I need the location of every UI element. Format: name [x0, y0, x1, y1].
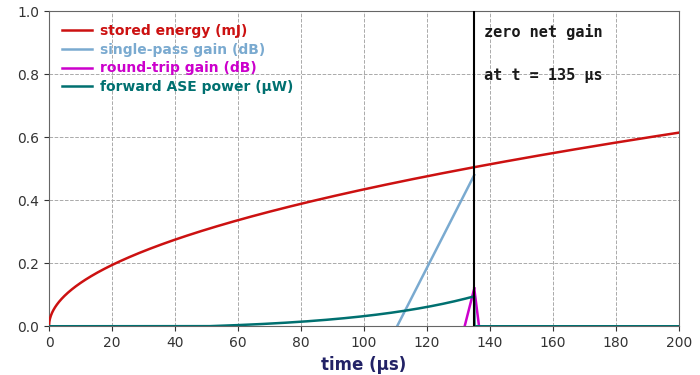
stored energy (mJ) [77, 280, 85, 285]
Text: zero net gain: zero net gain [484, 24, 602, 40]
stored energy (mJ) [45, 324, 53, 328]
round-trip gain (dB) [470, 286, 479, 291]
forward ASE power (μW) [470, 294, 478, 298]
single-pass gain (dB) [389, 333, 397, 338]
forward ASE power (μW) [77, 324, 85, 328]
Line: forward ASE power (μW): forward ASE power (μW) [49, 296, 679, 326]
single-pass gain (dB) [466, 180, 475, 185]
forward ASE power (μW) [657, 324, 665, 328]
forward ASE power (μW) [335, 316, 343, 321]
stored energy (mJ) [656, 133, 664, 138]
single-pass gain (dB) [442, 228, 450, 233]
Text: at t = 135 μs: at t = 135 μs [484, 68, 602, 83]
forward ASE power (μW) [657, 324, 665, 328]
single-pass gain (dB) [470, 173, 479, 177]
stored energy (mJ) [351, 189, 360, 194]
stored energy (mJ) [675, 130, 683, 135]
stored energy (mJ) [541, 152, 550, 157]
Line: single-pass gain (dB): single-pass gain (dB) [316, 175, 475, 375]
round-trip gain (dB) [469, 291, 477, 296]
Legend: stored energy (mJ), single-pass gain (dB), round-trip gain (dB), forward ASE pow: stored energy (mJ), single-pass gain (dB… [56, 18, 300, 100]
Line: round-trip gain (dB): round-trip gain (dB) [421, 288, 475, 375]
single-pass gain (dB) [387, 335, 395, 339]
round-trip gain (dB) [449, 372, 457, 375]
round-trip gain (dB) [461, 324, 469, 329]
forward ASE power (μW) [351, 315, 360, 320]
single-pass gain (dB) [398, 315, 406, 319]
forward ASE power (μW) [45, 324, 53, 328]
Line: stored energy (mJ): stored energy (mJ) [49, 133, 679, 326]
stored energy (mJ) [657, 133, 665, 138]
forward ASE power (μW) [675, 324, 683, 328]
forward ASE power (μW) [541, 324, 550, 328]
stored energy (mJ) [335, 193, 343, 197]
single-pass gain (dB) [406, 298, 414, 302]
X-axis label: time (μs): time (μs) [321, 356, 407, 374]
